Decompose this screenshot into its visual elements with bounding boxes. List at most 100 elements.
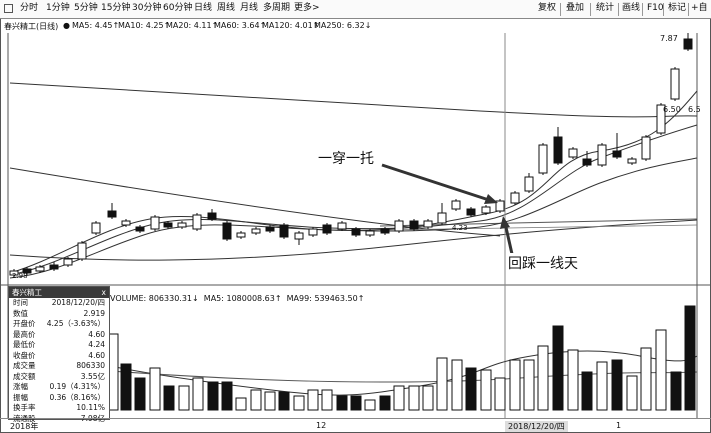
volume-bar[interactable]: [336, 395, 348, 411]
candlestick-chart[interactable]: 7.87 6.50 6.5 2.98 4.23 ◇: [0, 33, 711, 286]
candlestick[interactable]: [337, 221, 347, 231]
custom-button[interactable]: +自: [691, 3, 708, 13]
volume-bar[interactable]: [581, 371, 593, 411]
draw-line-button[interactable]: 画线: [622, 3, 641, 13]
stats-button[interactable]: 统计: [596, 3, 615, 13]
candlestick[interactable]: [365, 229, 375, 237]
volume-bar[interactable]: [684, 305, 696, 411]
candlestick[interactable]: [322, 223, 332, 235]
candlestick[interactable]: [207, 209, 217, 221]
data-window[interactable]: 春兴精工 x 时间 2018/12/20/四 数值 2.919 开盘价 4.25（-3.6…: [8, 286, 110, 423]
volume-bar[interactable]: [364, 399, 376, 411]
volume-bar[interactable]: [537, 345, 549, 411]
volume-bar[interactable]: [221, 381, 233, 411]
period-tab-daily[interactable]: 日线: [194, 3, 213, 13]
volume-bar[interactable]: [509, 359, 521, 411]
volume-bar[interactable]: [408, 385, 420, 411]
candlestick[interactable]: [641, 135, 651, 161]
candlestick[interactable]: [22, 267, 32, 275]
candlestick[interactable]: [568, 147, 578, 159]
volume-bar[interactable]: [451, 359, 463, 411]
period-tab-more[interactable]: 更多>: [294, 3, 320, 13]
candlestick[interactable]: [627, 157, 637, 165]
volume-bar[interactable]: [494, 377, 506, 411]
candlestick[interactable]: [670, 67, 680, 101]
candlestick[interactable]: [91, 221, 101, 235]
volume-bar[interactable]: [393, 385, 405, 411]
candlestick[interactable]: [192, 213, 202, 231]
candlestick[interactable]: [656, 103, 666, 135]
candlestick[interactable]: [177, 221, 187, 229]
volume-bar[interactable]: [436, 357, 448, 411]
volume-bar[interactable]: [250, 389, 262, 411]
volume-bar[interactable]: [655, 329, 667, 411]
candlestick[interactable]: [683, 33, 693, 51]
period-tab-timeshare[interactable]: 分时: [20, 3, 39, 13]
menu-icon[interactable]: [4, 4, 13, 13]
candlestick[interactable]: [279, 223, 289, 239]
volume-bar[interactable]: [350, 395, 362, 411]
volume-bar[interactable]: [611, 359, 623, 411]
candlestick[interactable]: [49, 262, 59, 271]
volume-bar[interactable]: [465, 367, 477, 411]
volume-bar[interactable]: [422, 385, 434, 411]
candlestick[interactable]: [423, 219, 433, 229]
volume-bar[interactable]: [163, 385, 175, 411]
candlestick[interactable]: [538, 143, 548, 175]
candlestick[interactable]: [451, 199, 461, 211]
adjust-button[interactable]: 复权: [538, 3, 557, 13]
candlestick[interactable]: [135, 225, 145, 233]
candlestick[interactable]: [466, 207, 476, 217]
volume-bar[interactable]: [192, 377, 204, 411]
volume-bar[interactable]: [626, 375, 638, 411]
period-tab-1min[interactable]: 1分钟: [46, 3, 70, 13]
candlestick[interactable]: [35, 265, 45, 273]
candlestick[interactable]: [524, 173, 534, 193]
candlestick[interactable]: [597, 143, 607, 167]
candlestick[interactable]: [107, 203, 117, 219]
candlestick[interactable]: [394, 219, 404, 233]
volume-bar[interactable]: [207, 381, 219, 411]
candlestick[interactable]: [63, 257, 73, 267]
data-window-header[interactable]: 春兴精工 x: [9, 287, 109, 298]
volume-bar[interactable]: [523, 359, 535, 411]
candlestick[interactable]: [150, 215, 160, 231]
period-tab-30min[interactable]: 30分钟: [132, 3, 162, 13]
volume-bar[interactable]: [293, 395, 305, 411]
candlestick[interactable]: [294, 231, 304, 245]
diamond-icon[interactable]: ◇: [676, 33, 683, 34]
volume-bar[interactable]: [321, 389, 333, 411]
candlestick[interactable]: [380, 227, 390, 235]
volume-bar[interactable]: [278, 391, 290, 411]
period-tab-60min[interactable]: 60分钟: [163, 3, 193, 13]
candlestick[interactable]: [251, 227, 261, 235]
period-tab-multi[interactable]: 多周期: [263, 3, 291, 13]
volume-bar[interactable]: [567, 349, 579, 411]
candlestick[interactable]: [9, 269, 19, 277]
volume-bar[interactable]: [596, 361, 608, 411]
volume-bar[interactable]: [552, 325, 564, 411]
volume-bar[interactable]: [640, 347, 652, 411]
candlestick[interactable]: [308, 227, 318, 237]
candlestick[interactable]: [495, 199, 505, 213]
candlestick[interactable]: [222, 221, 232, 241]
close-icon[interactable]: x: [101, 288, 106, 297]
candlestick[interactable]: [265, 225, 275, 233]
volume-bar[interactable]: [480, 369, 492, 411]
candlestick[interactable]: [553, 127, 563, 165]
volume-bar[interactable]: [235, 397, 247, 411]
candlestick[interactable]: [437, 203, 447, 225]
mark-button[interactable]: 标记: [668, 3, 687, 13]
candlestick[interactable]: [121, 219, 131, 227]
period-tab-weekly[interactable]: 周线: [217, 3, 236, 13]
candlestick[interactable]: [612, 133, 622, 159]
volume-chart[interactable]: [0, 286, 711, 418]
candlestick[interactable]: [582, 151, 592, 167]
volume-bar[interactable]: [670, 371, 682, 411]
candlestick[interactable]: [409, 219, 419, 231]
volume-bar[interactable]: [149, 367, 161, 411]
candlestick[interactable]: [236, 231, 246, 239]
overlay-button[interactable]: 叠加: [566, 3, 585, 13]
candlestick[interactable]: [351, 227, 361, 237]
volume-bar[interactable]: [264, 391, 276, 411]
